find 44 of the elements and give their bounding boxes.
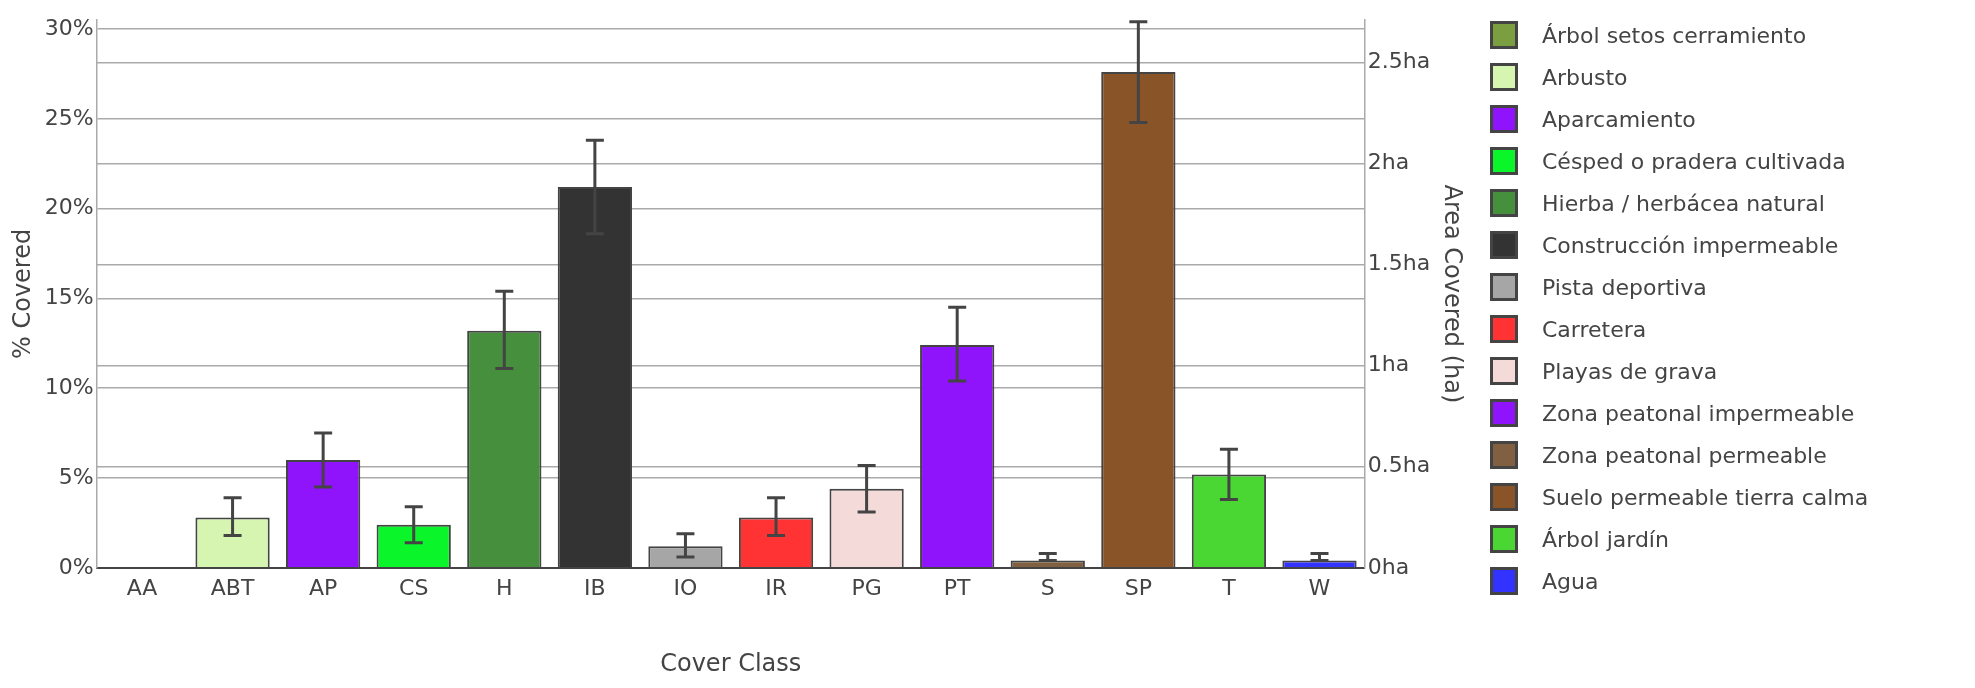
x-tick-label: IR xyxy=(765,574,787,600)
y-tick-label: 0% xyxy=(58,553,94,579)
y-tick-label: 30% xyxy=(44,14,94,40)
legend-label: Playas de grava xyxy=(1542,358,1718,384)
legend-label: Carretera xyxy=(1542,316,1647,342)
legend-label: Agua xyxy=(1542,568,1599,594)
y-tick-label: 25% xyxy=(44,104,94,130)
x-tick-label: W xyxy=(1308,574,1331,600)
y2-tick-label: 1ha xyxy=(1367,351,1410,377)
x-tick-label: SP xyxy=(1124,574,1152,600)
y2-tick-label: 0ha xyxy=(1367,553,1410,579)
x-tick-label: IB xyxy=(584,574,606,600)
y2-tick-label: 2ha xyxy=(1367,149,1410,175)
x-tick-label: AP xyxy=(308,574,338,600)
x-tick-label: H xyxy=(496,574,513,600)
legend-label: Aparcamiento xyxy=(1542,106,1696,132)
y-tick-label: 5% xyxy=(58,463,94,489)
y2-tick-label: 0.5ha xyxy=(1367,452,1431,478)
y-axis-title: % Covered xyxy=(7,228,36,359)
legend-label: Césped o pradera cultivada xyxy=(1542,148,1846,174)
x-tick-label: CS xyxy=(399,574,429,600)
y2-axis-title: Area Covered (ha) xyxy=(1439,184,1468,404)
x-tick-label: AA xyxy=(126,574,158,600)
y-tick-label: 15% xyxy=(44,284,94,310)
legend-label: Zona peatonal impermeable xyxy=(1542,400,1855,426)
y-tick-label: 20% xyxy=(44,194,94,220)
legend-label: Construcción impermeable xyxy=(1542,232,1839,258)
x-axis-title: Cover Class xyxy=(660,648,802,677)
legend-label: Zona peatonal permeable xyxy=(1542,442,1827,468)
legend-label: Árbol jardín xyxy=(1542,526,1669,552)
legend-label: Hierba / herbácea natural xyxy=(1542,190,1825,216)
legend-label: Pista deportiva xyxy=(1542,274,1707,300)
y-tick-label: 10% xyxy=(44,373,94,399)
x-tick-label: IO xyxy=(673,574,698,600)
x-tick-label: S xyxy=(1040,574,1055,600)
x-tick-label: PG xyxy=(851,574,882,600)
x-tick-label: ABT xyxy=(210,574,255,600)
legend-label: Arbusto xyxy=(1542,64,1628,90)
x-tick-label: PT xyxy=(943,574,972,600)
x-tick-label: T xyxy=(1221,574,1237,600)
legend-label: Suelo permeable tierra calma xyxy=(1542,484,1869,510)
legend-label: Árbol setos cerramiento xyxy=(1542,22,1807,48)
y2-tick-label: 2.5ha xyxy=(1367,48,1431,74)
y2-tick-label: 1.5ha xyxy=(1367,250,1431,276)
